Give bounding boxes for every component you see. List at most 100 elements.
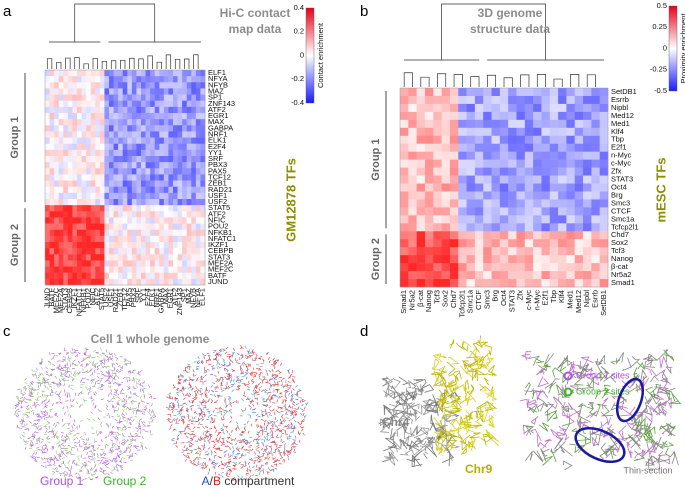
heat-cell	[150, 156, 156, 163]
chromatin-fiber	[226, 387, 230, 389]
chromatin-fiber	[50, 430, 55, 433]
chromatin-fiber	[217, 385, 219, 389]
heat-cell	[58, 94, 64, 102]
heat-cell	[58, 278, 64, 286]
chromatin-fiber	[255, 390, 258, 393]
chromatin-fiber	[257, 460, 261, 463]
chromatin-fiber	[190, 422, 194, 425]
chromatin-fiber	[379, 420, 390, 433]
heat-cell	[72, 174, 78, 181]
chromatin-fiber	[229, 411, 233, 414]
chromatin-fiber	[482, 340, 487, 347]
chromatin-fiber	[16, 395, 20, 398]
heat-cell	[441, 263, 451, 272]
chromatin-fiber	[101, 383, 105, 387]
heat-cell	[524, 119, 534, 129]
heat-cell	[45, 70, 50, 77]
heat-cell	[99, 278, 105, 286]
heat-cell	[466, 255, 476, 264]
row-label: STAT5	[208, 203, 230, 212]
heat-cell	[67, 223, 73, 231]
chromatin-fiber	[474, 368, 487, 376]
heat-cell	[131, 242, 137, 249]
chromatin-fiber	[291, 395, 294, 399]
heat-cell	[145, 149, 151, 157]
chromatin-fiber	[121, 412, 123, 416]
heat-cell	[99, 205, 105, 212]
chromatin-fiber	[219, 440, 223, 444]
chromatin-fiber	[135, 377, 139, 381]
heat-cell	[163, 131, 169, 138]
chromatin-fiber	[195, 412, 198, 415]
heat-cell	[163, 248, 169, 255]
heat-cell	[145, 70, 151, 77]
heat-cell	[127, 162, 133, 169]
heat-cell	[458, 223, 467, 232]
chromatin-fiber	[465, 439, 476, 448]
chromatin-fiber	[114, 374, 117, 378]
heat-cell	[574, 103, 584, 113]
chromatin-fiber	[80, 360, 84, 362]
chromatin-fiber	[544, 404, 555, 414]
chromatin-fiber	[190, 450, 193, 454]
chromatin-fiber	[41, 358, 43, 362]
chromatin-fiber	[253, 408, 257, 411]
heat-cell	[90, 180, 96, 188]
chromatin-fiber	[446, 379, 457, 388]
chromatin-fiber	[214, 447, 218, 450]
chromatin-fiber	[67, 444, 71, 447]
panel-label: b	[360, 3, 368, 20]
chromatin-fiber	[463, 409, 473, 420]
chromatin-fiber	[240, 379, 244, 381]
chromatin-fiber	[100, 383, 104, 387]
chromatin-fiber	[229, 460, 231, 464]
chromatin-fiber	[229, 454, 233, 457]
chromatin-fiber	[72, 423, 76, 427]
heat-cell	[159, 242, 165, 249]
heat-cell	[416, 263, 426, 272]
heat-cell	[122, 192, 128, 200]
heat-cell	[58, 100, 64, 108]
chromatin-fiber	[84, 432, 86, 436]
chromatin-fiber	[69, 432, 72, 435]
heat-cell	[95, 125, 101, 132]
heat-cell	[77, 100, 82, 108]
chromatin-fiber	[221, 378, 224, 382]
chromatin-fiber	[110, 460, 114, 462]
chromatin-fiber	[293, 380, 295, 384]
heat-cell	[81, 106, 87, 114]
chromatin-fiber	[127, 362, 131, 365]
chromatin-fiber	[50, 368, 53, 372]
heat-cell	[45, 272, 50, 280]
heat-cell	[541, 143, 551, 152]
chromatin-fiber	[87, 469, 89, 473]
heat-cell	[95, 94, 101, 102]
heat-cell	[408, 88, 417, 97]
chromatin-fiber	[400, 449, 412, 456]
chromatin-fiber	[565, 355, 573, 367]
chromatin-fiber	[255, 384, 257, 388]
heat-cell	[90, 217, 96, 224]
heat-cell	[168, 199, 174, 206]
heat-cell	[113, 113, 119, 120]
chromatin-fiber	[77, 352, 81, 355]
heat-cell	[141, 223, 146, 231]
heat-cell	[81, 125, 87, 132]
chromatin-fiber	[44, 406, 48, 408]
chromatin-fiber	[244, 357, 248, 360]
chromatin-fiber	[23, 438, 25, 442]
heat-cell	[516, 255, 526, 264]
chromatin-fiber	[64, 449, 68, 452]
heat-cell	[77, 180, 82, 188]
chromatin-fiber	[193, 398, 196, 401]
heat-cell	[186, 106, 192, 114]
chromatin-fiber	[213, 463, 217, 467]
heat-cell	[159, 168, 165, 175]
heat-cell	[173, 100, 178, 108]
chromatin-fiber	[140, 430, 142, 434]
heat-cell	[127, 125, 133, 132]
chromatin-fiber	[33, 389, 37, 392]
chromatin-fiber	[300, 412, 303, 416]
chromatin-fiber	[140, 410, 144, 413]
heat-cell	[191, 143, 197, 151]
